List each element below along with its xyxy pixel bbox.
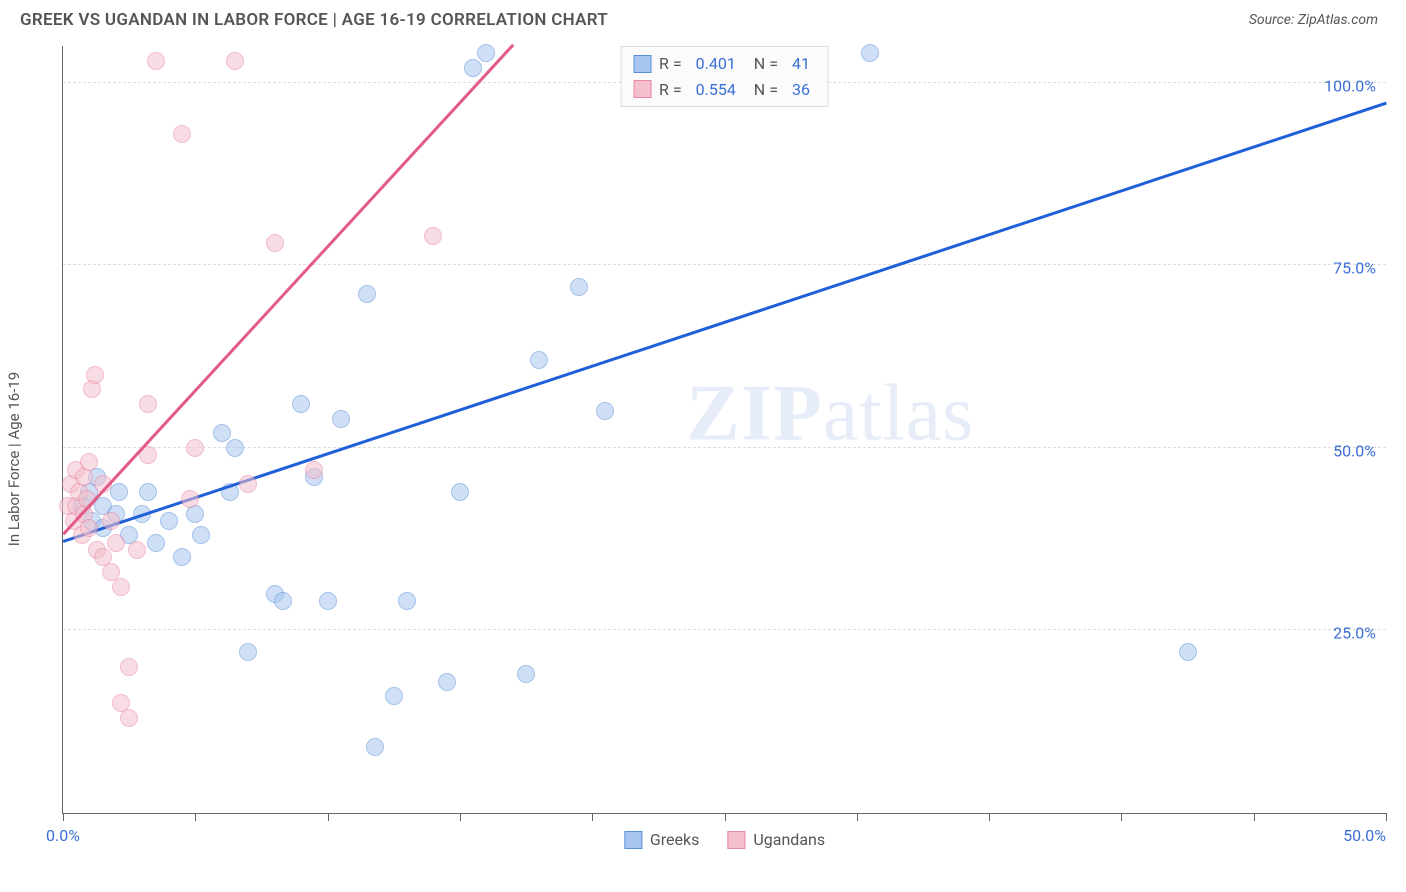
data-point: [398, 592, 416, 610]
x-tick: [460, 813, 461, 821]
n-label: N =: [750, 77, 778, 103]
gridline-h: [63, 629, 1386, 630]
data-point: [107, 534, 125, 552]
legend-item-label: Ugandans: [753, 830, 825, 849]
data-point: [464, 59, 482, 77]
data-point: [213, 424, 231, 442]
trend-line: [63, 102, 1387, 543]
y-axis-label: In Labor Force | Age 16-19: [5, 372, 23, 546]
data-point: [80, 453, 98, 471]
data-point: [438, 673, 456, 691]
data-point: [530, 351, 548, 369]
legend-swatch: [624, 831, 642, 849]
plot-area: ZIPatlas 25.0%50.0%75.0%100.0%0.0%50.0%R…: [62, 46, 1386, 814]
data-point: [181, 490, 199, 508]
data-point: [292, 395, 310, 413]
data-point: [451, 483, 469, 501]
chart-container: In Labor Force | Age 16-19 ZIPatlas 25.0…: [20, 46, 1386, 872]
y-tick-label: 75.0%: [1333, 259, 1376, 278]
x-tick: [1121, 813, 1122, 821]
r-value: 0.554: [696, 77, 736, 103]
x-tick: [1386, 813, 1387, 821]
data-point: [319, 592, 337, 610]
data-point: [80, 519, 98, 537]
x-tick: [592, 813, 593, 821]
data-point: [358, 285, 376, 303]
data-point: [173, 125, 191, 143]
data-point: [112, 578, 130, 596]
data-point: [226, 52, 244, 70]
data-point: [1179, 643, 1197, 661]
data-point: [86, 366, 104, 384]
data-point: [239, 475, 257, 493]
legend-swatch: [633, 80, 651, 98]
x-tick-label: 50.0%: [1343, 826, 1386, 845]
n-value: 41: [792, 51, 810, 77]
gridline-h: [63, 447, 1386, 448]
data-point: [120, 709, 138, 727]
data-point: [305, 461, 323, 479]
x-tick: [857, 813, 858, 821]
x-tick: [1254, 813, 1255, 821]
data-point: [192, 526, 210, 544]
data-point: [274, 592, 292, 610]
data-point: [139, 483, 157, 501]
data-point: [366, 738, 384, 756]
data-point: [861, 44, 879, 62]
data-point: [186, 439, 204, 457]
data-point: [102, 512, 120, 530]
data-point: [332, 410, 350, 428]
n-value: 36: [792, 77, 810, 103]
x-tick: [63, 813, 64, 821]
legend-correlation: R = 0.401 N = 41 R = 0.554 N = 36: [620, 46, 829, 107]
legend-swatch: [633, 55, 651, 73]
data-point: [517, 665, 535, 683]
legend-item: Greeks: [624, 830, 700, 849]
data-point: [120, 658, 138, 676]
data-point: [239, 643, 257, 661]
legend-row: R = 0.554 N = 36: [633, 77, 816, 103]
data-point: [424, 227, 442, 245]
data-point: [139, 395, 157, 413]
x-tick: [328, 813, 329, 821]
x-tick-label: 0.0%: [46, 826, 80, 845]
n-label: N =: [750, 51, 778, 77]
legend-row: R = 0.401 N = 41: [633, 51, 816, 77]
trend-line: [62, 44, 514, 535]
legend-series: Greeks Ugandans: [624, 830, 825, 849]
r-label: R =: [659, 77, 682, 103]
x-tick: [725, 813, 726, 821]
y-tick-label: 25.0%: [1333, 624, 1376, 643]
data-point: [147, 52, 165, 70]
data-point: [570, 278, 588, 296]
data-point: [477, 44, 495, 62]
legend-swatch: [727, 831, 745, 849]
data-point: [385, 687, 403, 705]
data-point: [173, 548, 191, 566]
data-point: [110, 483, 128, 501]
legend-item-label: Greeks: [650, 830, 700, 849]
data-point: [160, 512, 178, 530]
data-point: [128, 541, 146, 559]
data-point: [147, 534, 165, 552]
y-tick-label: 50.0%: [1333, 441, 1376, 460]
r-value: 0.401: [696, 51, 736, 77]
data-point: [596, 402, 614, 420]
x-tick: [195, 813, 196, 821]
chart-title: GREEK VS UGANDAN IN LABOR FORCE | AGE 16…: [20, 10, 608, 30]
legend-item: Ugandans: [727, 830, 825, 849]
gridline-h: [63, 264, 1386, 265]
x-tick: [989, 813, 990, 821]
y-tick-label: 100.0%: [1324, 76, 1376, 95]
r-label: R =: [659, 51, 682, 77]
data-point: [226, 439, 244, 457]
source-label: Source: ZipAtlas.com: [1249, 12, 1378, 28]
data-point: [266, 234, 284, 252]
